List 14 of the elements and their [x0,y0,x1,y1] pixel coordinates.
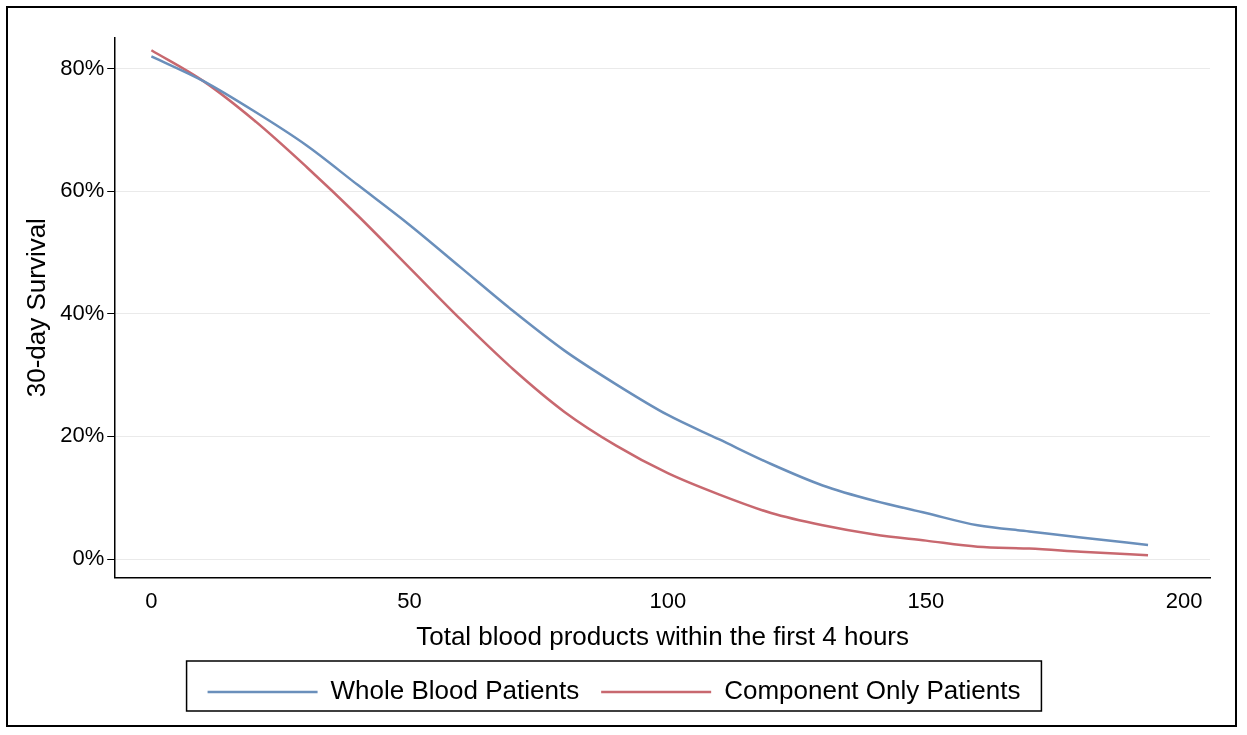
x-tick-label: 150 [907,587,945,613]
y-tick-label: 60% [60,177,105,203]
x-tick-label: 200 [1165,587,1203,613]
y-tick-label: 80% [60,54,105,80]
x-tick-label: 50 [397,587,422,613]
x-tick-label: 100 [649,587,687,613]
legend-label: Whole Blood Patients [330,675,580,706]
y-tick-label: 0% [72,545,105,571]
legend-label: Component Only Patients [724,675,1021,706]
x-axis-title: Total blood products within the first 4 hours [416,620,910,651]
x-tick-label: 0 [145,587,158,613]
y-axis-title: 30-day Survival [20,218,51,398]
y-tick-label: 20% [60,422,105,448]
y-tick-label: 40% [60,299,105,325]
